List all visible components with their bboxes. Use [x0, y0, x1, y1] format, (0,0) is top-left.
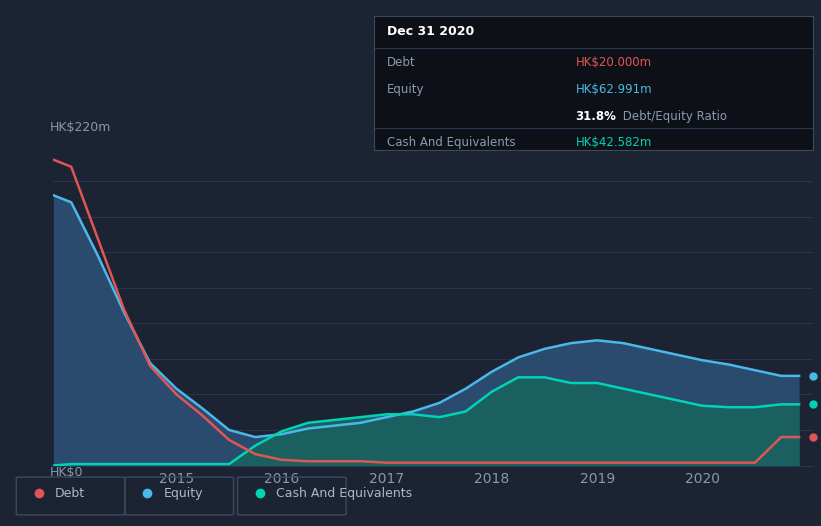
- Text: Cash And Equivalents: Cash And Equivalents: [276, 487, 412, 500]
- Text: Dec 31 2020: Dec 31 2020: [387, 25, 474, 38]
- Text: HK$20.000m: HK$20.000m: [576, 56, 652, 69]
- Text: HK$42.582m: HK$42.582m: [576, 137, 652, 149]
- Text: 31.8%: 31.8%: [576, 110, 617, 123]
- Text: Debt: Debt: [387, 56, 415, 69]
- Text: Equity: Equity: [163, 487, 203, 500]
- Text: HK$0: HK$0: [49, 466, 83, 479]
- Text: HK$220m: HK$220m: [49, 121, 111, 134]
- Text: Equity: Equity: [387, 83, 424, 96]
- Text: Debt: Debt: [55, 487, 85, 500]
- Text: Cash And Equivalents: Cash And Equivalents: [387, 137, 516, 149]
- Text: Debt/Equity Ratio: Debt/Equity Ratio: [619, 110, 727, 123]
- Text: HK$62.991m: HK$62.991m: [576, 83, 652, 96]
